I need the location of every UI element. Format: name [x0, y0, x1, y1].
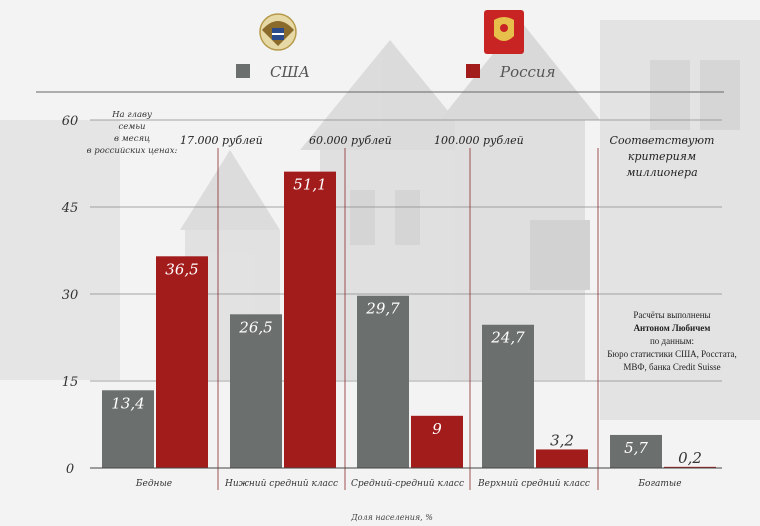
- credits-line: Расчёты выполнены: [633, 310, 710, 320]
- x-tick-label: Богатые: [637, 479, 681, 489]
- legend-swatch-usa: [236, 64, 250, 78]
- y-tick-label: 45: [61, 201, 79, 216]
- usa-coat-of-arms-icon: [259, 13, 297, 51]
- y-tick-label: 30: [62, 288, 79, 303]
- legend-label-russia: Россия: [499, 63, 556, 81]
- bar-russia: [284, 171, 336, 468]
- bars: [102, 171, 716, 468]
- bar-value-label: 5,7: [624, 439, 648, 457]
- millionaire-note-line: критериям: [628, 150, 696, 163]
- threshold-labels: 17.000 рублей 60.000 рублей 100.000 рубл…: [180, 134, 524, 147]
- credits-author: Антоном Любичем: [634, 323, 711, 333]
- credits-line: по данным:: [650, 336, 694, 346]
- russia-coat-of-arms-icon: [484, 10, 524, 54]
- x-axis-labels: Бедные Нижний средний класс Средний-средни…: [135, 479, 682, 489]
- income-note: На главу семьи в месяц в российских цена…: [87, 110, 178, 156]
- millionaire-note-line: Соответствуют: [610, 134, 715, 147]
- bar-value-label: 36,5: [165, 260, 198, 278]
- bar-value-label: 51,1: [293, 176, 326, 194]
- legend-label-usa: США: [270, 63, 310, 81]
- x-tick-label: Средний-средний класс: [351, 479, 464, 489]
- income-note-line: в месяц: [114, 134, 150, 144]
- bar-usa: [357, 295, 409, 468]
- threshold-label: 17.000 рублей: [180, 134, 263, 147]
- credits-line: Бюро статистики США, Росстата,: [607, 349, 737, 359]
- threshold-label: 60.000 рублей: [309, 134, 392, 147]
- bar-usa: [102, 390, 154, 468]
- legend: США Россия: [236, 63, 556, 81]
- income-note-line: в российских ценах:: [87, 146, 178, 156]
- bar-usa: [482, 324, 534, 468]
- bar-value-label: 13,4: [111, 394, 144, 412]
- millionaire-note: Соответствуют критериям миллионера: [610, 134, 715, 179]
- y-tick-label: 15: [62, 375, 79, 390]
- bar-russia: [536, 449, 588, 468]
- x-tick-label: Бедные: [135, 479, 172, 489]
- bar-value-label: 29,7: [365, 300, 400, 318]
- legend-swatch-russia: [466, 64, 480, 78]
- bar-russia: [156, 256, 208, 468]
- bar-usa: [610, 434, 662, 468]
- bar-usa: [230, 314, 282, 468]
- credits-line: МВФ, банка Credit Suisse: [623, 362, 720, 372]
- bar-russia: [411, 415, 463, 468]
- income-note-line: На главу: [111, 110, 152, 120]
- bar-value-label: 26,5: [238, 318, 272, 336]
- bar-value-label: 9: [432, 420, 442, 438]
- bar-value-label: 0,2: [678, 449, 702, 467]
- bar-value-labels: 13,4 36,5 26,5 51,1 29,7 9 24,7 3,2 5,7 0,2: [111, 176, 702, 467]
- y-tick-label: 60: [62, 114, 79, 129]
- threshold-label: 100.000 рублей: [434, 134, 524, 147]
- bar-value-label: 24,7: [490, 329, 525, 347]
- income-note-line: семьи: [119, 122, 146, 132]
- credits: Расчёты выполнены Антоном Любичем по дан…: [607, 310, 737, 372]
- bar-value-label: 3,2: [550, 431, 574, 449]
- category-separators: [217, 148, 599, 490]
- millionaire-note-line: миллионера: [626, 166, 697, 179]
- x-tick-label: Нижний средний класс: [224, 479, 338, 489]
- x-tick-label: Верхний средний класс: [477, 479, 590, 489]
- footer-label: Доля населения, %: [350, 513, 433, 522]
- y-axis-ticks: 0 15 30 45 60: [61, 114, 79, 477]
- y-tick-label: 0: [66, 462, 74, 477]
- bar-russia: [664, 466, 716, 468]
